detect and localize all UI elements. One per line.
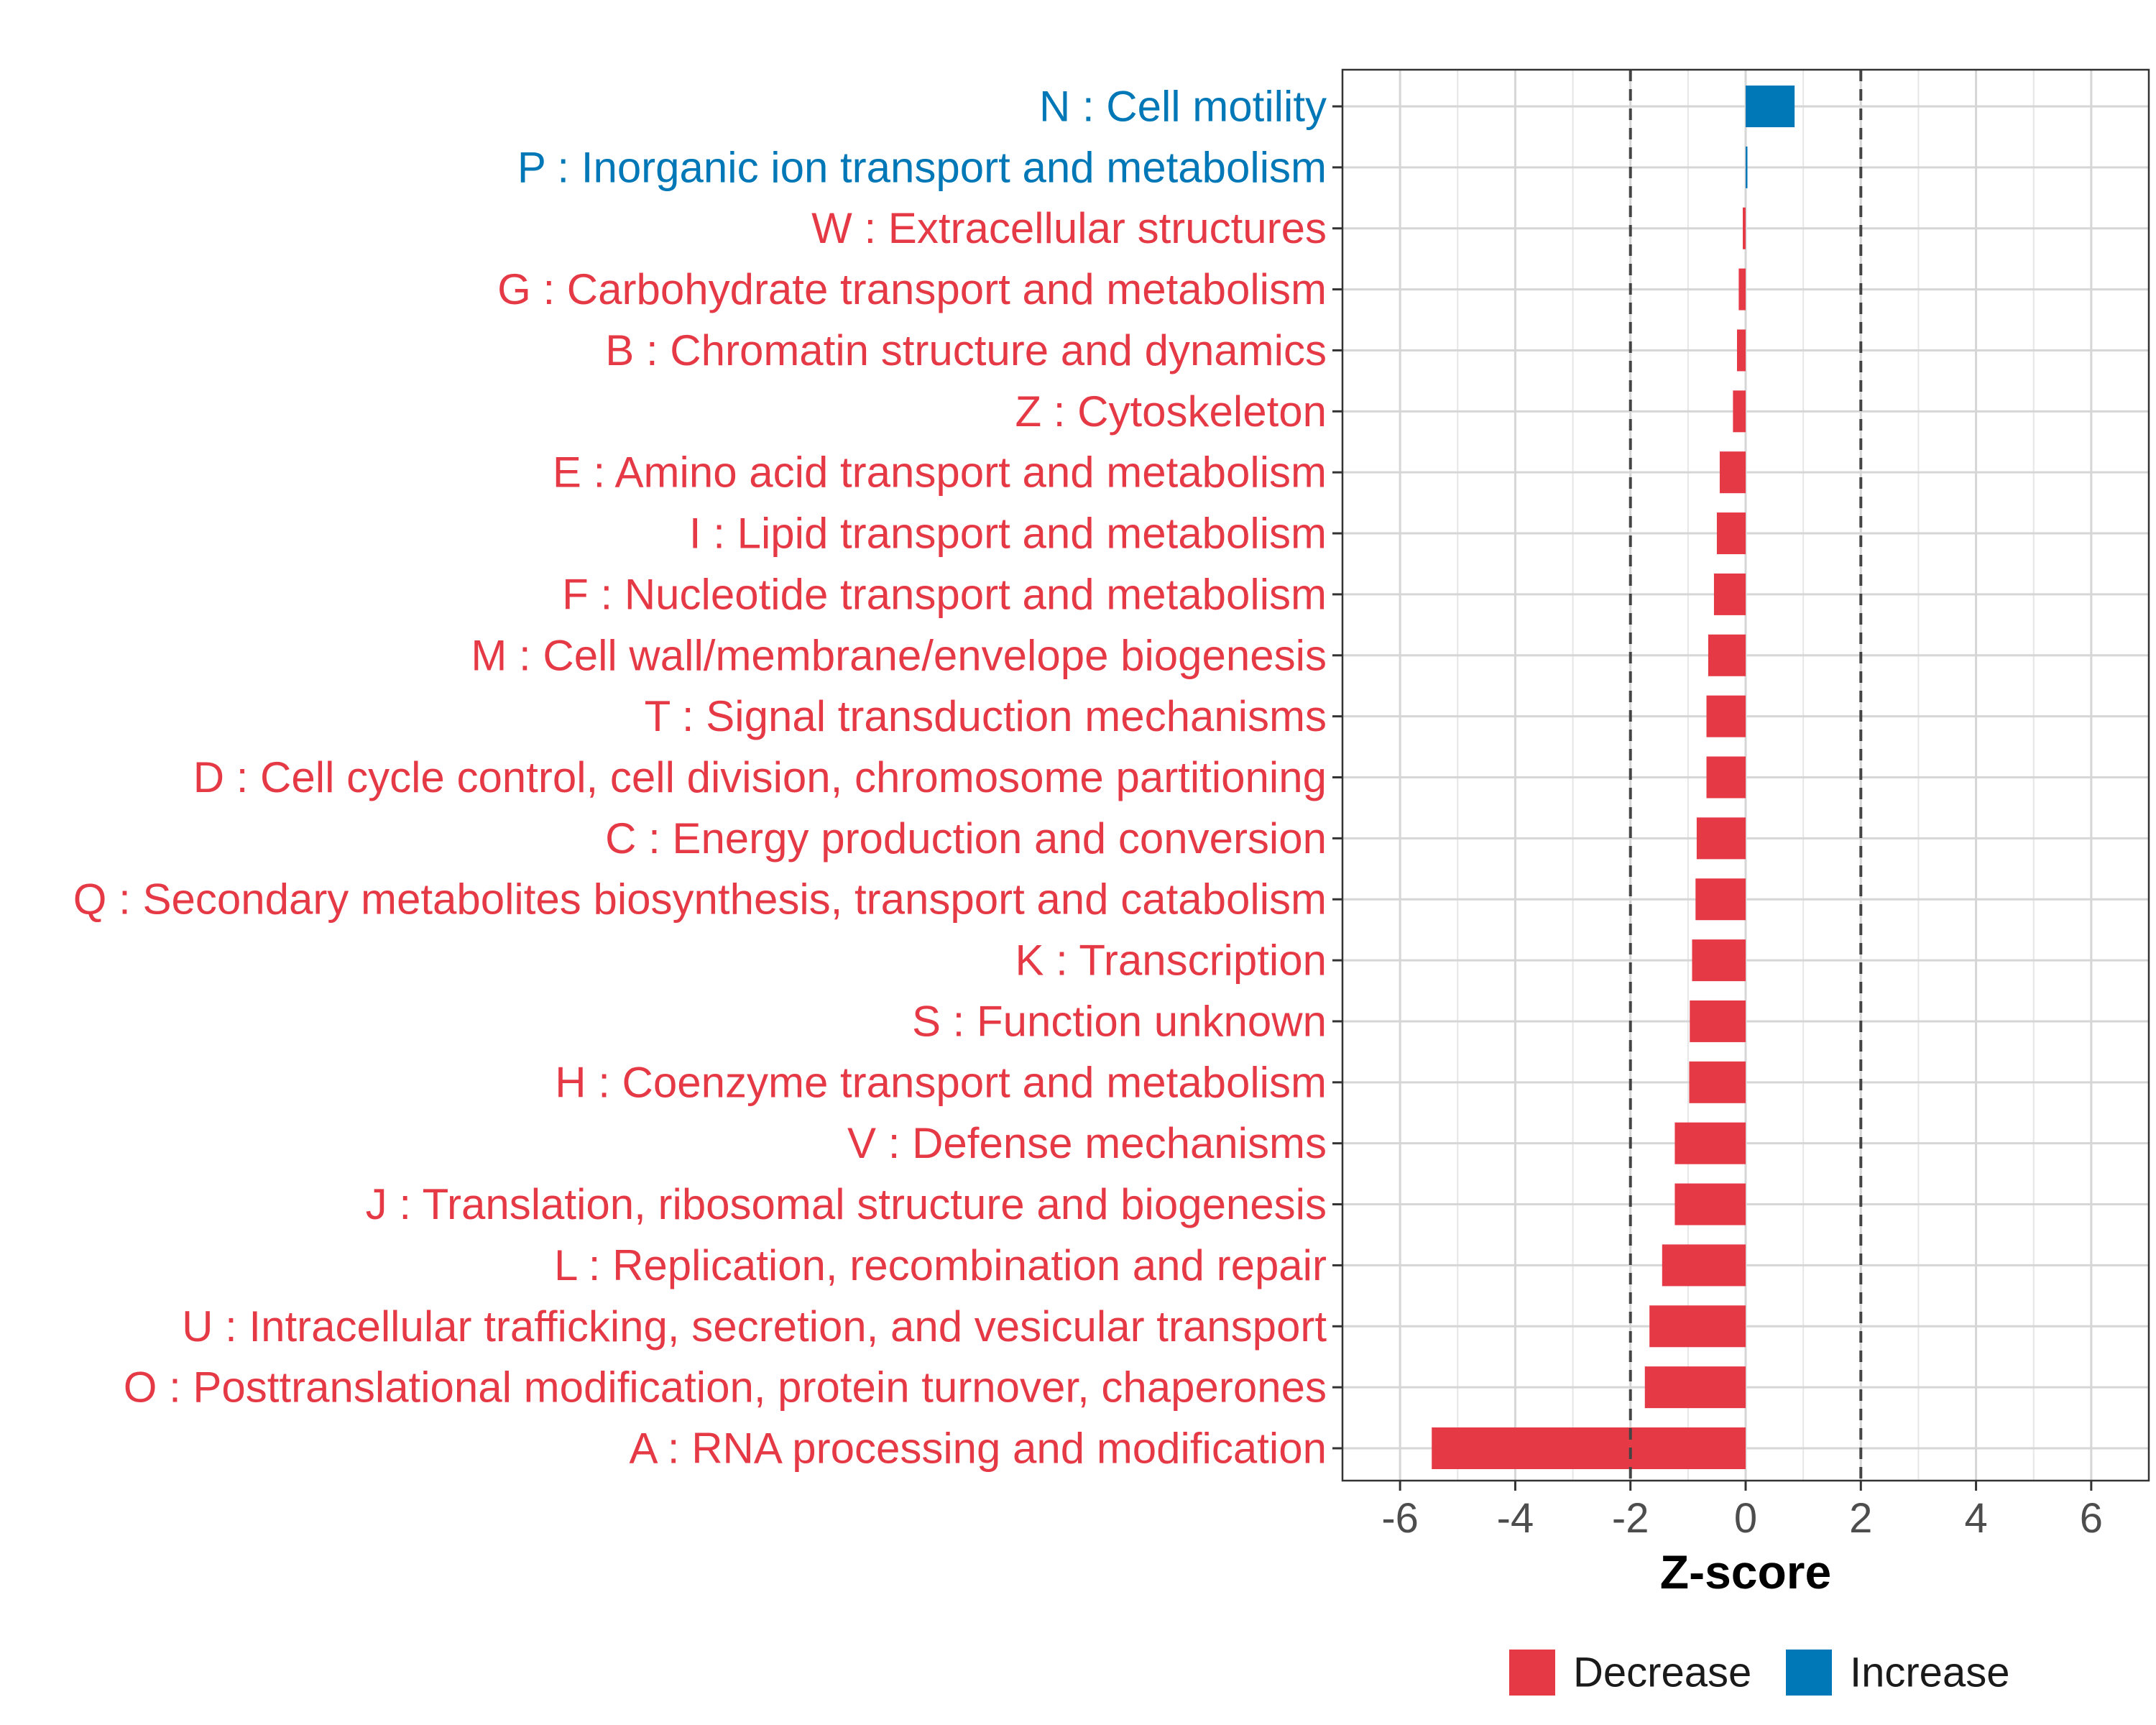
legend-label: Increase [1850,1650,2009,1696]
y-tick-label: F : Nucleotide transport and metabolism [562,570,1327,618]
x-tick-label: -2 [1612,1495,1649,1542]
bar [1662,1244,1746,1287]
y-tick-label: E : Amino acid transport and metabolism [553,448,1327,497]
legend: Decrease Increase [1509,1650,2009,1696]
y-tick-label: U : Intracellular trafficking, secretion… [182,1302,1327,1351]
legend-swatch [1509,1650,1555,1696]
x-tick-label: 2 [1849,1495,1872,1542]
y-tick-label: C : Energy production and conversion [605,814,1327,862]
y-tick-label: T : Signal transduction mechanisms [645,692,1327,740]
bar [1706,756,1746,799]
bar [1742,207,1746,249]
bar [1692,939,1746,982]
bar [1432,1427,1746,1469]
y-tick-label: P : Inorganic ion transport and metaboli… [517,143,1327,191]
y-tick-label: V : Defense mechanisms [847,1119,1327,1167]
y-tick-label: D : Cell cycle control, cell division, c… [193,753,1327,801]
bar [1708,634,1746,676]
y-tick-label: Q : Secondary metabolites biosynthesis, … [73,875,1327,924]
bar [1690,1000,1746,1042]
y-tick-label: S : Function unknown [912,997,1327,1045]
y-tick-label: O : Posttranslational modification, prot… [124,1363,1327,1412]
bar [1716,512,1746,555]
legend-label: Decrease [1573,1650,1751,1696]
y-tick-label: W : Extracellular structures [811,204,1327,252]
y-tick-label: G : Carbohydrate transport and metabolis… [497,265,1327,313]
bar [1736,329,1746,372]
bar [1738,268,1746,310]
x-tick-label: 0 [1734,1495,1757,1542]
bar [1649,1305,1746,1348]
y-tick-label: L : Replication, recombination and repai… [554,1241,1327,1289]
x-tick-label: 4 [1964,1495,1987,1542]
bar [1689,1061,1746,1103]
bar [1695,878,1746,921]
y-tick-label: B : Chromatin structure and dynamics [605,326,1327,374]
x-tick-label: 6 [2080,1495,2103,1542]
x-tick-label: -6 [1381,1495,1419,1542]
y-tick-label: N : Cell motility [1039,83,1327,131]
y-tick-label: M : Cell wall/membrane/envelope biogenes… [471,631,1327,679]
bar [1719,451,1746,494]
bar-layer [1432,86,1795,1469]
reference-lines [1628,70,1863,1481]
bar [1674,1122,1746,1164]
x-tick-label: -4 [1497,1495,1534,1542]
y-tick-label: J : Translation, ribosomal structure and… [366,1180,1327,1228]
y-axis-ticks: N : Cell motility P : Inorganic ion trans… [73,83,1342,1473]
bar [1706,695,1746,737]
y-tick-label: I : Lipid transport and metabolism [689,510,1327,558]
bar [1674,1183,1746,1225]
x-axis-ticks: -6 -4 -2 0 2 4 6 [1381,1481,2103,1542]
bar [1746,86,1795,127]
y-tick-label: Z : Cytoskeleton [1015,387,1327,436]
bar [1696,817,1746,860]
x-axis-title: Z-score [1660,1545,1831,1598]
y-tick-label: H : Coenzyme transport and metabolism [555,1058,1327,1106]
bar [1746,146,1748,188]
bar [1713,573,1746,615]
bar [1733,390,1746,433]
y-tick-label: A : RNA processing and modification [629,1425,1327,1473]
bar [1644,1366,1746,1409]
y-tick-label: K : Transcription [1015,937,1327,985]
legend-swatch [1786,1650,1832,1696]
